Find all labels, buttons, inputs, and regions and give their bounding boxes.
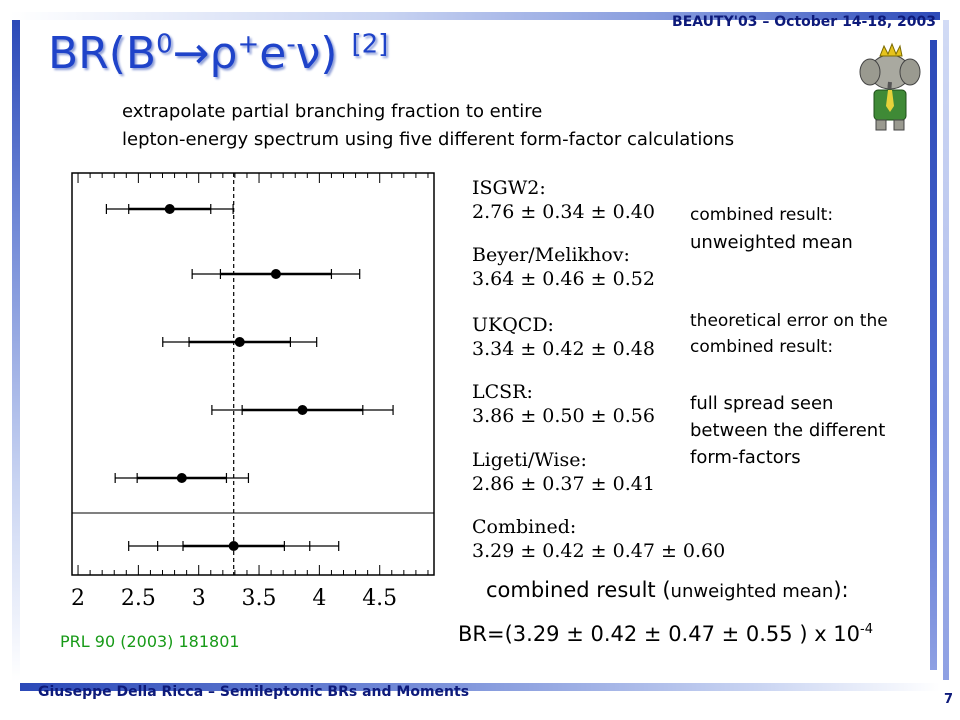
intro-text: extrapolate partial branching fraction t… <box>122 101 735 150</box>
label-ukqcd: UKQCD: 3.34 ± 0.42 ± 0.48 <box>472 314 655 360</box>
note-theoretical-error: theoretical error on the combined result… <box>690 311 888 357</box>
data-point-1 <box>270 269 281 279</box>
x-tick-label-3: 3.5 <box>242 586 277 610</box>
br-comparison-plot: 2 2.5 3 3.5 4 4.5 <box>71 172 435 610</box>
right-decor-bar-outer <box>943 20 949 680</box>
note-combined-mean: combined result: unweighted mean <box>690 205 853 253</box>
label-beyer-melikhov: Beyer/Melikhov: 3.64 ± 0.46 ± 0.52 <box>472 244 655 290</box>
slide-title: BR(B0→ρ+e-ν) [2] <box>48 28 389 79</box>
label-isgw2: ISGW2: 2.76 ± 0.34 ± 0.40 <box>472 177 655 223</box>
top-decor-bar <box>10 12 940 20</box>
page-number: 7 <box>944 692 954 707</box>
right-decor-bar <box>930 40 937 670</box>
plot-frame <box>71 172 435 576</box>
combined-result-heading: combined result (unweighted mean): <box>486 578 849 602</box>
babar-elephant-logo <box>859 42 921 131</box>
data-point-2 <box>234 337 245 347</box>
x-tick-label-2: 3 <box>192 586 206 610</box>
conference-label: BEAUTY'03 – October 14-18, 2003 <box>672 14 936 30</box>
title-reference: [2] <box>351 29 389 60</box>
label-lcsr: LCSR: 3.86 ± 0.50 ± 0.56 <box>472 381 655 427</box>
x-tick-label-1: 2.5 <box>121 586 156 610</box>
label-combined: Combined: 3.29 ± 0.42 ± 0.47 ± 0.60 <box>472 516 726 562</box>
left-decor-bar <box>12 20 20 682</box>
bottom-decor-bar <box>20 683 940 691</box>
x-tick-label-4: 4 <box>312 586 326 610</box>
branching-ratio-result: BR=(3.29 ± 0.42 ± 0.47 ± 0.55 ) x 10-4 <box>458 622 873 646</box>
x-tick-label-5: 4.5 <box>362 586 397 610</box>
label-ligeti-wise: Ligeti/Wise: 2.86 ± 0.37 ± 0.41 <box>472 449 655 495</box>
x-tick-label-0: 2 <box>71 586 85 610</box>
data-point-4 <box>176 473 187 483</box>
footer-author: Giuseppe Della Ricca – Semileptonic BRs … <box>38 684 470 700</box>
data-point-3 <box>297 405 308 415</box>
note-full-spread: full spread seen between the different f… <box>690 393 886 468</box>
reference-citation: PRL 90 (2003) 181801 <box>60 632 240 651</box>
data-point-5 <box>228 541 239 551</box>
data-point-0 <box>164 204 175 214</box>
